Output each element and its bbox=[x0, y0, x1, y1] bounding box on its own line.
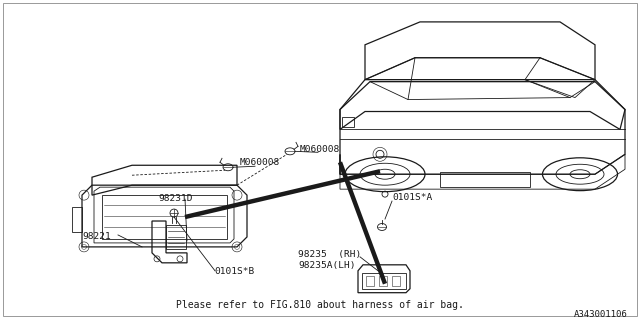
Text: M060008: M060008 bbox=[300, 145, 340, 154]
Text: 98231D: 98231D bbox=[158, 194, 193, 203]
Bar bbox=[392, 276, 400, 286]
Text: 98235A(LH): 98235A(LH) bbox=[298, 261, 355, 270]
Text: 98221: 98221 bbox=[82, 232, 111, 242]
Bar bbox=[366, 276, 374, 286]
Text: A343001106: A343001106 bbox=[574, 310, 628, 319]
Text: 0101S*B: 0101S*B bbox=[214, 267, 254, 276]
Text: 0101S*A: 0101S*A bbox=[392, 193, 432, 202]
Text: M060008: M060008 bbox=[240, 158, 280, 167]
Bar bbox=[379, 276, 387, 286]
Text: 98235  (RH): 98235 (RH) bbox=[298, 250, 361, 260]
Text: Please refer to FIG.810 about harness of air bag.: Please refer to FIG.810 about harness of… bbox=[176, 300, 464, 310]
